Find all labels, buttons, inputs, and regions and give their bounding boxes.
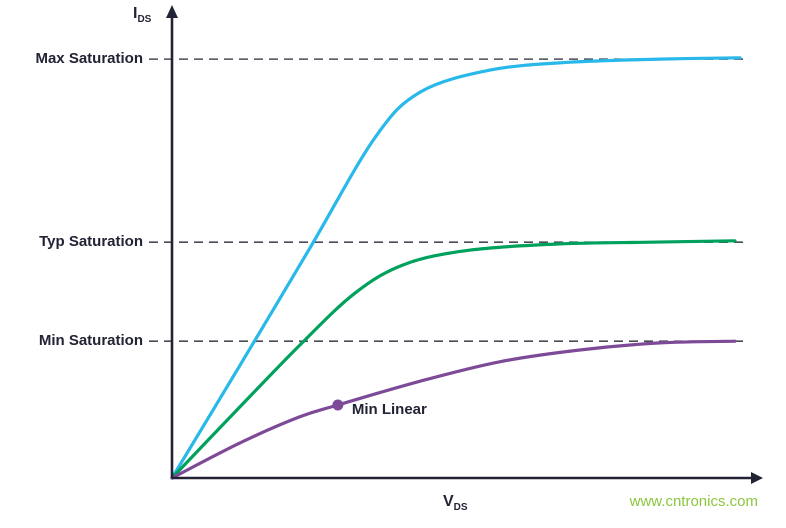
- y-axis-label: IDS: [133, 5, 152, 26]
- x-axis-label: VDS: [443, 493, 468, 514]
- min-linear-dot: [332, 399, 344, 411]
- curve-max: [170, 56, 742, 480]
- x-axis-arrowhead: [751, 472, 763, 484]
- max-saturation-label: Max Saturation: [35, 50, 143, 68]
- min-linear-label: Min Linear: [351, 400, 427, 418]
- min-saturation-label: Min Saturation: [38, 332, 143, 350]
- y-axis-arrowhead: [166, 5, 178, 18]
- curve-typ: [170, 239, 737, 480]
- curve-min: [170, 339, 737, 480]
- typ-saturation-label: Typ Saturation: [39, 233, 143, 251]
- watermark-text: www.cntronics.com: [629, 493, 758, 510]
